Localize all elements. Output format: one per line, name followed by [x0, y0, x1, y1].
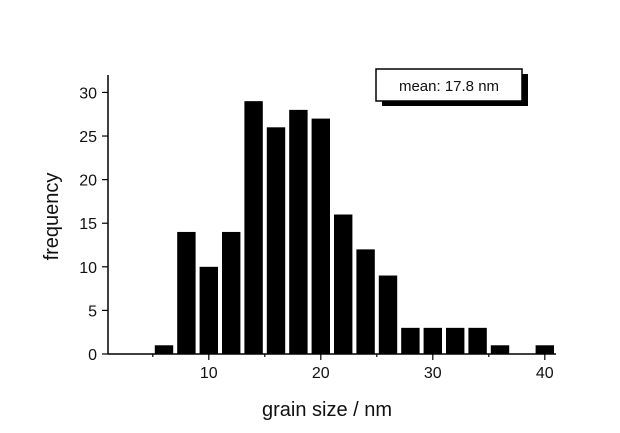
histogram-bar: [244, 101, 263, 354]
histogram-bar: [446, 327, 465, 354]
mean-annotation: mean: 17.8 nm: [375, 68, 528, 106]
histogram-bar: [266, 127, 286, 354]
histogram-bar: [378, 275, 398, 354]
histogram-bar: [289, 109, 308, 354]
histogram-bar: [423, 327, 442, 354]
axes-group: [107, 75, 556, 355]
y-tick-label: 30: [79, 85, 97, 102]
histogram-bar: [222, 231, 241, 354]
histogram-bar: [311, 118, 330, 354]
histogram-bar: [490, 345, 510, 354]
y-tick-label: 5: [88, 303, 97, 320]
y-axis-title: frequency: [41, 173, 63, 261]
x-tick-label: 20: [312, 365, 330, 382]
y-tick-label: 25: [79, 129, 97, 146]
histogram-bar: [334, 214, 353, 354]
y-tick-label: 15: [79, 216, 97, 233]
bars-group: [154, 101, 554, 354]
x-tick-label: 10: [200, 365, 218, 382]
x-ticks-group: 10 20 30 40: [152, 354, 554, 382]
annotation-frame: [375, 68, 523, 102]
histogram-bar: [177, 231, 196, 354]
histogram-bar: [468, 327, 487, 354]
mean-annotation-text: mean: 17.8 nm: [399, 78, 499, 95]
histogram-bar: [535, 345, 554, 354]
x-tick-label: 30: [424, 365, 442, 382]
y-tick-label: 10: [79, 260, 97, 277]
histogram-bar: [401, 327, 420, 354]
histogram-bar: [154, 345, 174, 354]
histogram-bar: [356, 249, 375, 354]
y-tick-label: 20: [79, 173, 97, 190]
x-tick-label: 40: [536, 365, 554, 382]
x-axis-title: grain size / nm: [262, 399, 392, 421]
histogram-bar: [199, 266, 218, 354]
y-ticks-group: 0 5 10 15 20 25 30: [79, 85, 108, 364]
y-tick-label: 0: [88, 347, 97, 364]
